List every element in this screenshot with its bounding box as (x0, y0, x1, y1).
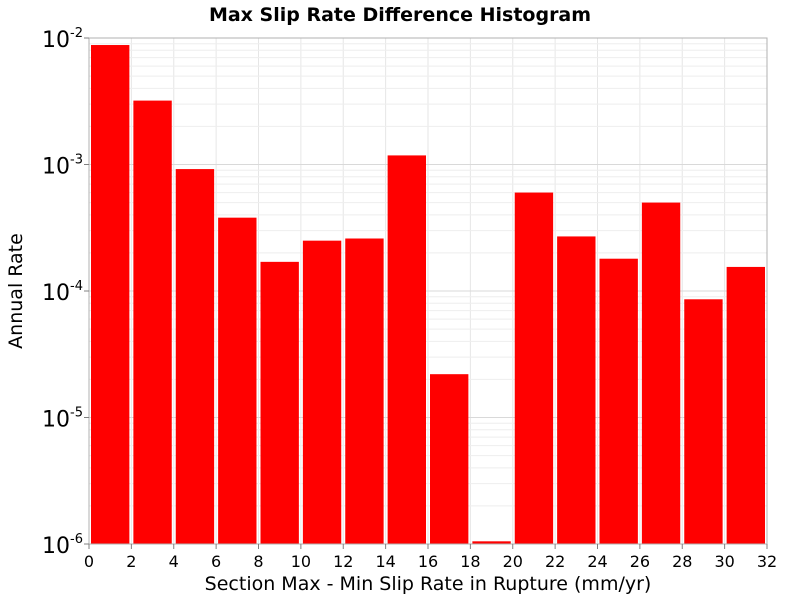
histogram-bar (302, 240, 342, 544)
histogram-bar (430, 374, 469, 544)
histogram-bar (599, 258, 638, 544)
x-tick-label: 6 (211, 552, 221, 571)
histogram-bar (641, 202, 681, 544)
histogram-bar (684, 299, 723, 544)
histogram-bar (91, 45, 130, 544)
x-tick-label: 32 (757, 552, 777, 571)
x-tick-label: 22 (545, 552, 565, 571)
y-axis-label: Annual Rate (5, 233, 27, 349)
x-tick-label: 26 (630, 552, 650, 571)
x-tick-label: 14 (375, 552, 395, 571)
x-tick-label: 20 (503, 552, 523, 571)
bars (91, 45, 765, 545)
x-tick-label: 2 (126, 552, 136, 571)
x-tick-label: 12 (333, 552, 353, 571)
histogram-bar (345, 238, 384, 545)
y-tick-label: 10-5 (42, 406, 83, 433)
histogram-bar (472, 541, 511, 544)
y-tick-label: 10-4 (42, 279, 83, 306)
x-tick-label: 0 (84, 552, 94, 571)
x-tick-label: 10 (291, 552, 311, 571)
x-tick-label: 18 (460, 552, 480, 571)
chart-title: Max Slip Rate Difference Histogram (209, 4, 591, 26)
x-tick-label: 24 (587, 552, 607, 571)
x-tick-label: 28 (672, 552, 692, 571)
x-tick-label: 8 (253, 552, 263, 571)
histogram-bar (514, 192, 554, 544)
y-tick-label: 10-3 (42, 153, 83, 180)
histogram-bar (133, 100, 172, 545)
histogram-bar (260, 261, 299, 544)
x-tick-label: 30 (714, 552, 734, 571)
x-axis-label: Section Max - Min Slip Rate in Rupture (… (205, 573, 652, 595)
histogram-bar (557, 236, 596, 544)
histogram-bar (387, 155, 426, 544)
histogram-bar (218, 217, 257, 544)
histogram-bar (726, 266, 765, 544)
x-tick-label: 16 (418, 552, 438, 571)
x-tick-label: 4 (169, 552, 179, 571)
y-tick-label: 10-6 (42, 532, 83, 559)
x-axis: 0 2 4 6 8 10 12 14 16 18 20 22 24 26 28 30 32 (84, 544, 777, 571)
y-tick-label: 10-2 (42, 26, 83, 53)
y-axis: 10-6 10-5 10-4 10-3 10-2 (42, 26, 89, 559)
histogram-bar (175, 169, 215, 544)
